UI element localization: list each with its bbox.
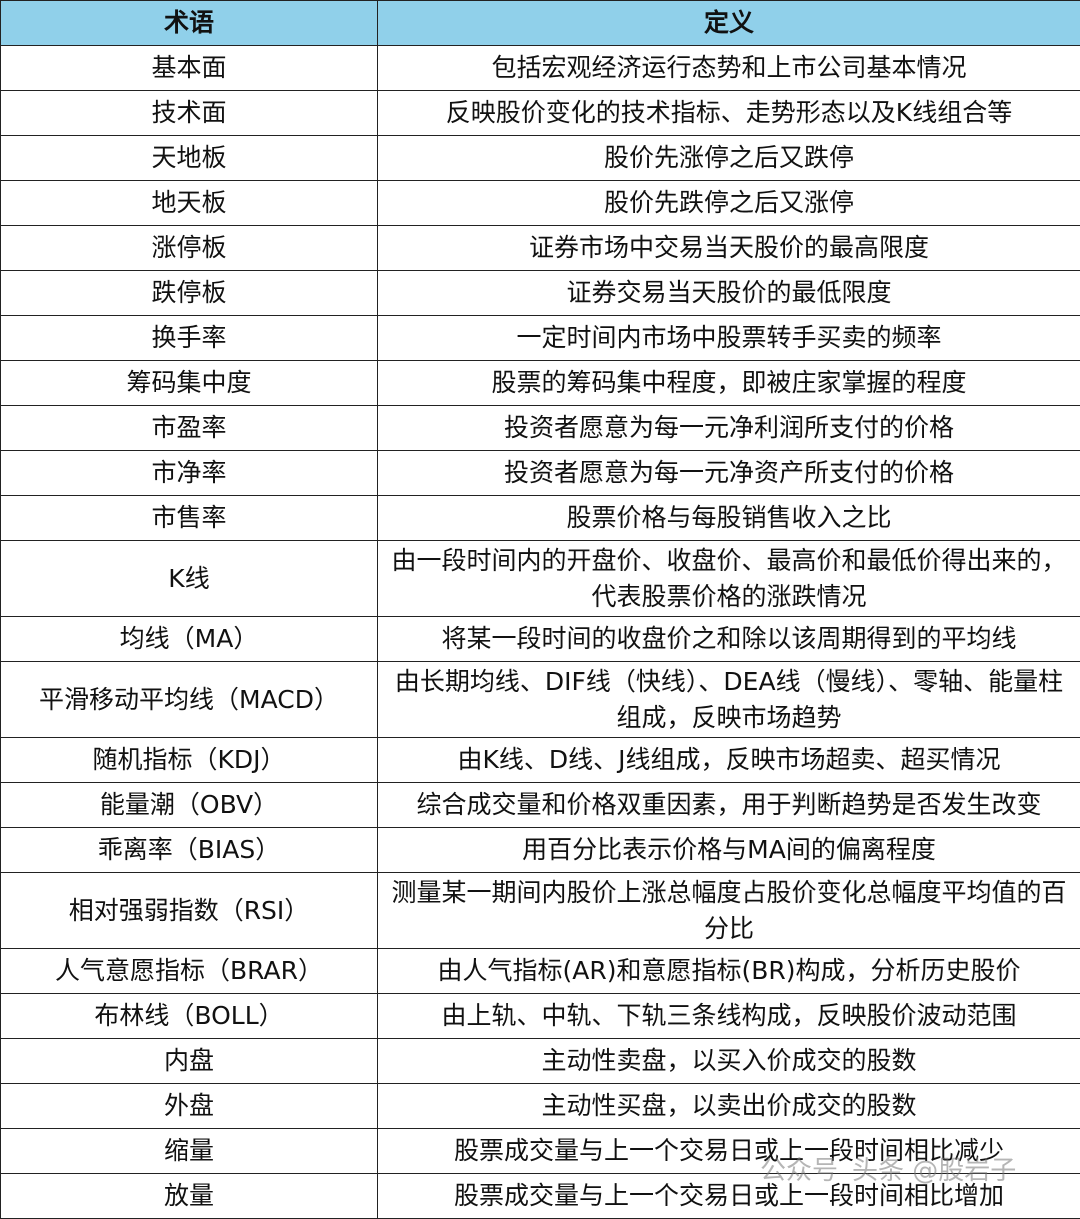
term-cell: 市售率 [1,496,378,541]
table-row: 跌停板证券交易当天股价的最低限度 [1,271,1080,316]
table-row: 技术面反映股价变化的技术指标、走势形态以及K线组合等 [1,91,1080,136]
definition-cell: 主动性卖盘，以买入价成交的股数 [378,1039,1080,1084]
term-cell: 市盈率 [1,406,378,451]
definition-cell: 投资者愿意为每一元净利润所支付的价格 [378,406,1080,451]
term-cell: 乖离率（BIAS） [1,828,378,873]
term-cell: 市净率 [1,451,378,496]
term-cell: 人气意愿指标（BRAR） [1,949,378,994]
definition-cell: 主动性买盘，以卖出价成交的股数 [378,1084,1080,1129]
term-cell: 跌停板 [1,271,378,316]
term-cell: 外盘 [1,1084,378,1129]
term-cell: K线 [1,541,378,617]
definition-cell: 包括宏观经济运行态势和上市公司基本情况 [378,46,1080,91]
definition-cell: 投资者愿意为每一元净资产所支付的价格 [378,451,1080,496]
table-row: 筹码集中度股票的筹码集中程度，即被庄家掌握的程度 [1,361,1080,406]
term-cell: 内盘 [1,1039,378,1084]
term-cell: 布林线（BOLL） [1,994,378,1039]
table-row: 平滑移动平均线（MACD）由长期均线、DIF线（快线）、DEA线（慢线）、零轴、… [1,662,1080,738]
term-cell: 缩量 [1,1129,378,1174]
term-cell: 平滑移动平均线（MACD） [1,662,378,738]
definition-cell: 将某一段时间的收盘价之和除以该周期得到的平均线 [378,617,1080,662]
table-row: K线由一段时间内的开盘价、收盘价、最高价和最低价得出来的，代表股票价格的涨跌情况 [1,541,1080,617]
table-row: 布林线（BOLL）由上轨、中轨、下轨三条线构成，反映股价波动范围 [1,994,1080,1039]
table-body: 基本面包括宏观经济运行态势和上市公司基本情况技术面反映股价变化的技术指标、走势形… [1,46,1080,1219]
table-row: 人气意愿指标（BRAR）由人气指标(AR)和意愿指标(BR)构成，分析历史股价 [1,949,1080,994]
definition-cell: 由上轨、中轨、下轨三条线构成，反映股价波动范围 [378,994,1080,1039]
definition-cell: 由长期均线、DIF线（快线）、DEA线（慢线）、零轴、能量柱组成，反映市场趋势 [378,662,1080,738]
watermark-text: 公众号 [760,1156,838,1186]
table-row: 外盘主动性买盘，以卖出价成交的股数 [1,1084,1080,1129]
table-row: 内盘主动性卖盘，以买入价成交的股数 [1,1039,1080,1084]
term-cell: 能量潮（OBV） [1,783,378,828]
term-cell: 技术面 [1,91,378,136]
table-row: 乖离率（BIAS）用百分比表示价格与MA间的偏离程度 [1,828,1080,873]
term-cell: 筹码集中度 [1,361,378,406]
definition-cell: 股票的筹码集中程度，即被庄家掌握的程度 [378,361,1080,406]
header-row: 术语 定义 [1,1,1080,46]
definition-cell: 股票价格与每股销售收入之比 [378,496,1080,541]
definition-cell: 股价先涨停之后又跌停 [378,136,1080,181]
term-cell: 地天板 [1,181,378,226]
table-row: 市盈率投资者愿意为每一元净利润所支付的价格 [1,406,1080,451]
definition-cell: 股价先跌停之后又涨停 [378,181,1080,226]
table-row: 能量潮（OBV）综合成交量和价格双重因素，用于判断趋势是否发生改变 [1,783,1080,828]
term-cell: 相对强弱指数（RSI） [1,873,378,949]
definition-cell: 综合成交量和价格双重因素，用于判断趋势是否发生改变 [378,783,1080,828]
table-row: 随机指标（KDJ）由K线、D线、J线组成，反映市场超卖、超买情况 [1,738,1080,783]
term-cell: 均线（MA） [1,617,378,662]
term-cell: 天地板 [1,136,378,181]
table-row: 市售率股票价格与每股销售收入之比 [1,496,1080,541]
table-row: 基本面包括宏观经济运行态势和上市公司基本情况 [1,46,1080,91]
definition-cell: 一定时间内市场中股票转手买卖的频率 [378,316,1080,361]
term-cell: 随机指标（KDJ） [1,738,378,783]
table-row: 天地板股价先涨停之后又跌停 [1,136,1080,181]
table-row: 涨停板证券市场中交易当天股价的最高限度 [1,226,1080,271]
table-row: 地天板股价先跌停之后又涨停 [1,181,1080,226]
term-cell: 放量 [1,1174,378,1219]
table-row: 市净率投资者愿意为每一元净资产所支付的价格 [1,451,1080,496]
definition-cell: 由人气指标(AR)和意愿指标(BR)构成，分析历史股价 [378,949,1080,994]
definition-cell: 由K线、D线、J线组成，反映市场超卖、超买情况 [378,738,1080,783]
term-cell: 基本面 [1,46,378,91]
table-row: 均线（MA）将某一段时间的收盘价之和除以该周期得到的平均线 [1,617,1080,662]
definition-cell: 反映股价变化的技术指标、走势形态以及K线组合等 [378,91,1080,136]
table-row: 换手率一定时间内市场中股票转手买卖的频率 [1,316,1080,361]
definition-cell: 证券交易当天股价的最低限度 [378,271,1080,316]
definition-cell: 用百分比表示价格与MA间的偏离程度 [378,828,1080,873]
header-cell: 术语 [1,1,378,46]
header-cell: 定义 [378,1,1080,46]
table-row: 相对强弱指数（RSI）测量某一期间内股价上涨总幅度占股价变化总幅度平均值的百分比 [1,873,1080,949]
definition-cell: 测量某一期间内股价上涨总幅度占股价变化总幅度平均值的百分比 [378,873,1080,949]
definition-cell: 由一段时间内的开盘价、收盘价、最高价和最低价得出来的，代表股票价格的涨跌情况 [378,541,1080,617]
term-cell: 换手率 [1,316,378,361]
term-cell: 涨停板 [1,226,378,271]
watermark-text: 头条 @股岩子 [852,1156,1016,1186]
watermark: 公众号头条 @股岩子 [760,1150,1016,1187]
definition-cell: 证券市场中交易当天股价的最高限度 [378,226,1080,271]
